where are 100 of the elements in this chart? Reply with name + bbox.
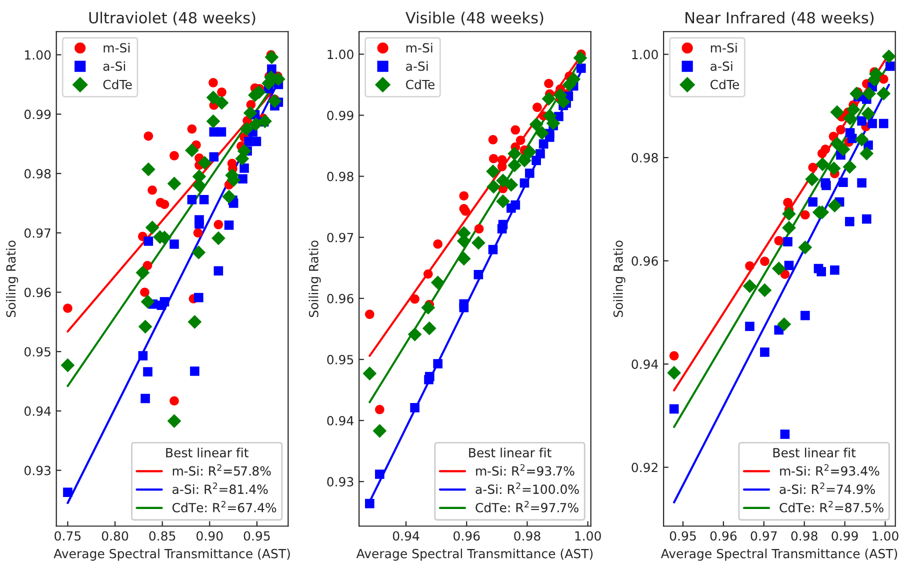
legend-title: Best linear fit (773, 448, 856, 458)
point (192, 246, 206, 260)
point (214, 96, 229, 110)
point (408, 327, 422, 342)
point (167, 176, 182, 191)
point (216, 127, 226, 137)
x-tick-label: 0.80 (102, 531, 128, 541)
point (782, 206, 796, 221)
point (745, 261, 754, 271)
point (536, 149, 545, 158)
y-axis-title: Soiling Ratio (613, 240, 626, 318)
y-tick-label: 0.95 (327, 354, 354, 364)
y-tick-label: 0.97 (327, 232, 354, 242)
x-tick-label: 0.95 (670, 531, 696, 541)
point (375, 404, 384, 414)
point (423, 269, 433, 279)
x-axis-title: Average Spectral Transmittance (AST) (356, 548, 593, 561)
point (667, 366, 682, 380)
legend-label: CdTe (406, 80, 435, 90)
legend-label: CdTe (103, 80, 132, 90)
legend-label: a-Si: R$^{2}$=81.4% (172, 482, 268, 494)
point (846, 102, 860, 117)
point (800, 210, 810, 220)
point (836, 142, 850, 156)
point (850, 86, 864, 101)
legend-label: m-Si (406, 42, 432, 53)
legend-label: a-Si: R$^{2}$=74.9% (780, 482, 875, 494)
point (209, 152, 219, 162)
point (798, 240, 812, 254)
point (138, 320, 152, 334)
point (885, 62, 895, 71)
legend-label: a-Si (103, 61, 126, 71)
point (510, 125, 520, 135)
point (224, 220, 234, 230)
x-tick-label: 0.85 (149, 531, 176, 541)
point (459, 191, 469, 201)
point (816, 157, 830, 172)
point (433, 239, 442, 249)
point (544, 132, 554, 142)
point (862, 214, 872, 224)
y-tick-label: 0.98 (24, 168, 51, 178)
point (214, 220, 224, 230)
point (375, 470, 384, 479)
x-tick-label: 0.98 (514, 531, 540, 541)
point (160, 297, 170, 306)
point (822, 180, 831, 190)
legend-title: Best linear fit (166, 448, 248, 458)
point (854, 132, 869, 146)
x-tick-label: 0.94 (392, 531, 420, 541)
y-tick-label: 0.95 (24, 347, 50, 357)
y-tick-label: 0.96 (24, 288, 51, 298)
point (471, 236, 486, 250)
chart-title: Visible (48 weeks) (406, 12, 544, 26)
point (838, 178, 848, 188)
point (488, 244, 498, 254)
point (199, 194, 209, 204)
point (474, 270, 484, 280)
point (167, 414, 182, 428)
point (830, 265, 840, 275)
point (496, 174, 510, 188)
point (460, 206, 470, 216)
point (240, 164, 249, 173)
point (669, 404, 679, 414)
point (456, 252, 471, 266)
point (238, 174, 248, 184)
point (876, 86, 891, 101)
point (760, 256, 770, 266)
point (860, 146, 874, 160)
y-tick-label: 0.94 (24, 406, 51, 416)
point (372, 424, 387, 438)
y-tick-label: 0.94 (632, 360, 658, 369)
point (842, 160, 857, 174)
point (758, 283, 772, 298)
legend-label: a-Si (710, 61, 732, 71)
point (486, 164, 500, 178)
point (248, 117, 263, 132)
point (211, 231, 226, 246)
point (497, 162, 507, 172)
point (365, 498, 374, 508)
point (510, 200, 520, 210)
point (828, 198, 842, 213)
legend-label: a-Si: R$^{2}$=100.0% (476, 482, 579, 494)
legend-label: a-Si (406, 61, 428, 71)
x-tick-label: 0.95 (244, 531, 270, 541)
point (532, 102, 542, 112)
point (820, 144, 830, 154)
point (808, 162, 818, 172)
point (844, 216, 854, 226)
y-tick-label: 1.00 (632, 50, 658, 60)
point (410, 294, 420, 304)
point (144, 236, 154, 246)
point (424, 372, 434, 382)
point (252, 136, 262, 146)
point (140, 394, 150, 404)
point (745, 322, 754, 332)
point (459, 299, 469, 309)
point (144, 131, 154, 141)
point (488, 135, 498, 144)
x-tick-label: 0.75 (54, 531, 81, 541)
point (843, 111, 858, 126)
